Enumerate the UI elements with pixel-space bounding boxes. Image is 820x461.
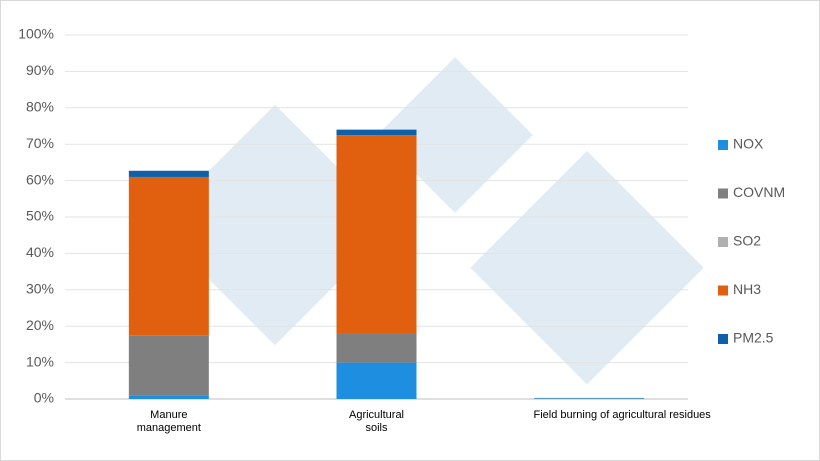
y-tick-label: 80%: [26, 99, 54, 115]
y-tick-label: 30%: [26, 281, 54, 297]
bar-segment: [128, 335, 209, 396]
legend-label: NOX: [733, 136, 764, 152]
legend-label: PM2.5: [733, 330, 774, 346]
y-tick-label: 100%: [18, 26, 54, 42]
legend-swatch: [718, 237, 728, 247]
y-tick-label: 50%: [26, 208, 54, 224]
y-tick-label: 60%: [26, 171, 54, 187]
bar-segment: [128, 395, 209, 399]
bar-segment: [128, 170, 209, 177]
bar-segment: [128, 176, 209, 336]
y-tick-label: 20%: [26, 317, 54, 333]
y-tick-label: 0%: [34, 390, 54, 406]
y-tick-label: 70%: [26, 135, 54, 151]
y-tick-label: 90%: [26, 62, 54, 78]
x-tick-label: Field burning of agricultural residues: [533, 409, 711, 421]
bar-segment: [534, 398, 645, 399]
bar-segment: [336, 135, 417, 334]
y-tick-label: 40%: [26, 244, 54, 260]
legend-swatch: [718, 285, 728, 296]
bar-segment: [336, 333, 417, 363]
legend-label: NH3: [733, 281, 761, 297]
legend-label: SO2: [733, 233, 761, 249]
bar-segment: [336, 362, 417, 399]
legend-swatch: [718, 140, 728, 150]
y-tick-label: 10%: [26, 353, 54, 369]
bar-segment: [336, 129, 417, 136]
legend-swatch: [718, 334, 728, 344]
legend-label: COVNM: [733, 184, 785, 200]
legend-swatch: [718, 188, 728, 199]
x-tick-label: Manure management: [136, 409, 201, 434]
x-tick-label: Agricultural soils: [348, 409, 405, 434]
